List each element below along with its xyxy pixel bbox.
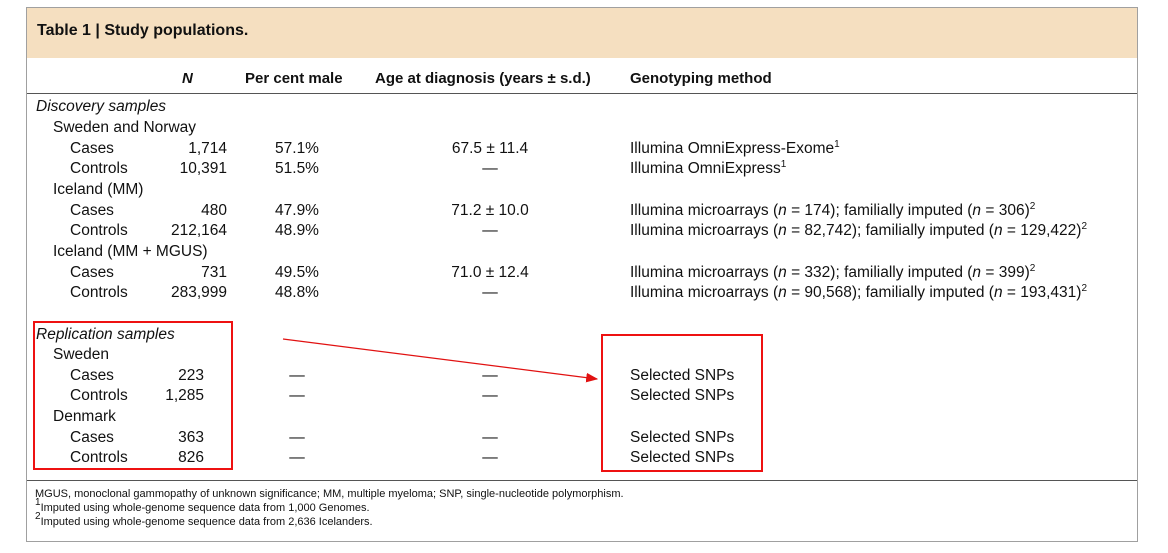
group-sweden: Sweden [53,346,110,363]
cell-n: 826 [178,449,204,466]
cell-age: — [482,160,498,177]
cell-male: 57.1% [275,140,319,157]
cell-n: 283,999 [170,284,227,301]
cell-male: — [289,367,305,384]
cell-method: Illumina microarrays (n = 82,742); famil… [630,221,1088,240]
table-title-bar: Table 1 | Study populations. [27,8,1137,58]
footer-rule [27,480,1137,481]
header-per-cent-male: Per cent male [245,70,343,87]
cell-method: Selected SNPs [630,387,735,404]
footnote-abbreviations: MGUS, monoclonal gammopathy of unknown s… [35,488,624,500]
cell-male: — [289,449,305,466]
header-age: Age at diagnosis (years ± s.d.) [375,70,591,87]
highlight-selected-snps [601,334,763,472]
cell-age: — [482,449,498,466]
row-label: Cases [70,140,114,157]
group-iceland-mm-mgus: Iceland (MM + MGUS) [53,243,208,260]
row-label: Controls [70,387,128,404]
row-label: Controls [70,284,128,301]
table-title: Table 1 | Study populations. [37,22,249,39]
cell-male: 51.5% [275,160,319,177]
cell-male: 47.9% [275,202,319,219]
cell-age: 71.0 ± 12.4 [451,264,529,281]
footnote-1: 1Imputed using whole-genome sequence dat… [35,497,370,515]
cell-age: — [482,429,498,446]
row-label: Cases [70,264,114,281]
cell-method: Selected SNPs [630,367,735,384]
header-genotyping: Genotyping method [630,70,772,87]
cell-n: 223 [178,367,204,384]
table-frame: Table 1 | Study populations. N Per cent … [26,7,1138,542]
group-denmark: Denmark [53,408,116,425]
cell-male: — [289,387,305,404]
cell-n: 212,164 [170,222,227,239]
row-label: Controls [70,160,128,177]
cell-age: — [482,387,498,404]
header-n: N [182,70,193,87]
cell-male: 48.8% [275,284,319,301]
cell-method: Illumina microarrays (n = 174); familial… [630,201,1036,220]
group-sweden-norway: Sweden and Norway [53,119,197,136]
section-discovery: Discovery samples [36,98,167,115]
cell-age: — [482,367,498,384]
row-label: Cases [70,429,114,446]
row-label: Cases [70,202,114,219]
cell-n: 1,714 [188,140,227,157]
cell-method: Selected SNPs [630,429,735,446]
cell-method: Illumina microarrays (n = 332); familial… [630,263,1036,282]
cell-age: — [482,284,498,301]
cell-male: — [289,429,305,446]
cell-n: 10,391 [179,160,227,177]
cell-n: 363 [178,429,204,446]
highlight-replication-samples [33,321,233,470]
cell-n: 731 [201,264,227,281]
cell-n: 480 [201,202,227,219]
cell-age: 67.5 ± 11.4 [451,140,529,157]
row-label: Controls [70,449,128,466]
cell-age: — [482,222,498,239]
row-label: Cases [70,367,114,384]
section-replication: Replication samples [36,326,175,343]
cell-method: Illumina OmniExpress-Exome1 [630,139,840,158]
footnote-2: 2Imputed using whole-genome sequence dat… [35,511,373,529]
cell-n: 1,285 [165,387,204,404]
cell-method: Selected SNPs [630,449,735,466]
cell-male: 49.5% [275,264,319,281]
cell-male: 48.9% [275,222,319,239]
group-iceland-mm: Iceland (MM) [53,181,144,198]
header-rule [27,93,1137,94]
cell-age: 71.2 ± 10.0 [451,202,529,219]
row-label: Controls [70,222,128,239]
cell-method: Illumina OmniExpress1 [630,159,787,178]
cell-method: Illumina microarrays (n = 90,568); famil… [630,283,1088,302]
